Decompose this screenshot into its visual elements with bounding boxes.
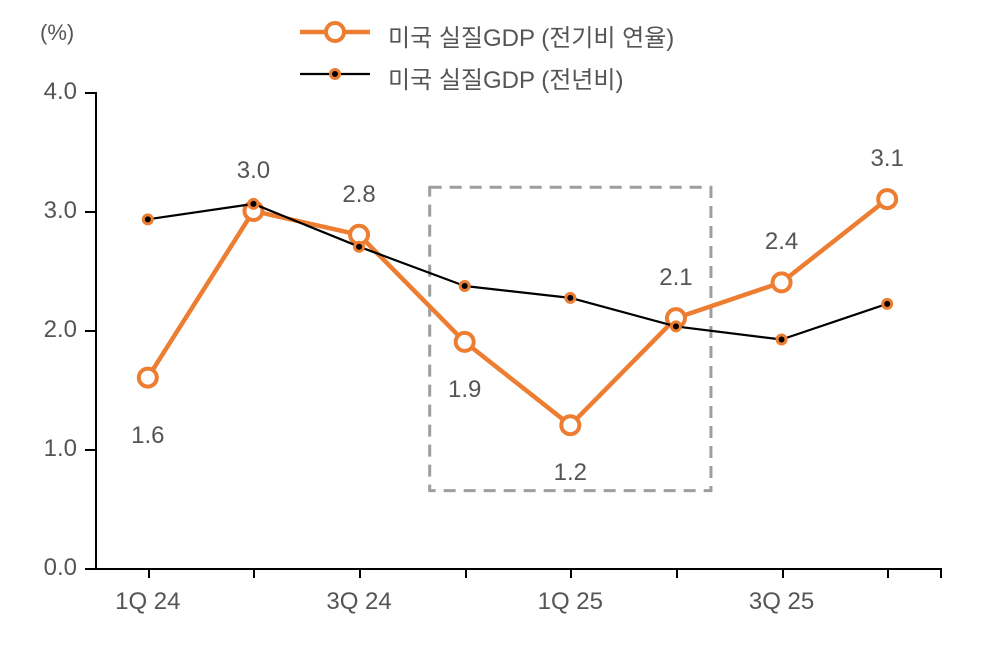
x-tick-label: 3Q 25 — [737, 588, 827, 616]
series-marker-yoy — [460, 281, 469, 290]
series-marker-yoy — [671, 322, 680, 331]
y-tick-label: 1.0 — [44, 435, 77, 463]
x-tick — [940, 568, 942, 578]
series-datalabel-qoq: 1.6 — [118, 422, 178, 450]
series-marker-qoq — [456, 333, 474, 351]
series-marker-yoy — [883, 299, 892, 308]
series-datalabel-qoq: 2.1 — [646, 264, 706, 292]
legend-label-qoq: 미국 실질GDP (전기비 연율) — [388, 18, 674, 53]
series-line-yoy — [148, 204, 887, 340]
y-tick — [85, 449, 95, 451]
x-tick — [359, 568, 361, 578]
x-tick — [465, 568, 467, 578]
y-tick — [85, 92, 95, 94]
y-tick-label: 0.0 — [44, 554, 77, 582]
y-tick — [85, 568, 95, 570]
series-marker-yoy — [249, 199, 258, 208]
legend-swatch-marker-qoq — [326, 23, 344, 41]
series-datalabel-qoq: 2.8 — [329, 181, 389, 209]
y-tick-label: 2.0 — [44, 316, 77, 344]
legend-swatch-marker-yoy — [331, 70, 340, 79]
series-marker-qoq — [878, 190, 896, 208]
legend-label-yoy: 미국 실질GDP (전년비) — [388, 60, 623, 95]
x-tick-label: 3Q 24 — [314, 588, 404, 616]
x-axis-line — [95, 568, 940, 570]
series-marker-qoq — [773, 273, 791, 291]
series-datalabel-qoq: 3.1 — [857, 145, 917, 173]
series-marker-qoq — [561, 416, 579, 434]
x-tick-label: 1Q 24 — [103, 588, 193, 616]
x-tick — [782, 568, 784, 578]
x-tick — [570, 568, 572, 578]
series-datalabel-qoq: 1.2 — [540, 459, 600, 487]
series-datalabel-qoq: 1.9 — [435, 376, 495, 404]
y-axis-line — [95, 92, 97, 568]
series-marker-yoy — [566, 293, 575, 302]
y-tick — [85, 330, 95, 332]
series-marker-yoy — [355, 242, 364, 251]
x-tick — [887, 568, 889, 578]
x-tick — [148, 568, 150, 578]
series-marker-yoy — [143, 215, 152, 224]
plot-svg — [0, 0, 983, 654]
x-tick-label: 1Q 25 — [525, 588, 615, 616]
x-tick — [676, 568, 678, 578]
series-datalabel-qoq: 3.0 — [223, 157, 283, 185]
gdp-line-chart: (%) 0.01.02.03.04.01Q 243Q 241Q 253Q 251… — [0, 0, 983, 654]
x-tick — [253, 568, 255, 578]
y-tick — [85, 211, 95, 213]
y-tick-label: 4.0 — [44, 78, 77, 106]
series-datalabel-qoq: 2.4 — [752, 228, 812, 256]
y-tick-label: 3.0 — [44, 197, 77, 225]
series-marker-qoq — [139, 369, 157, 387]
series-marker-yoy — [777, 335, 786, 344]
